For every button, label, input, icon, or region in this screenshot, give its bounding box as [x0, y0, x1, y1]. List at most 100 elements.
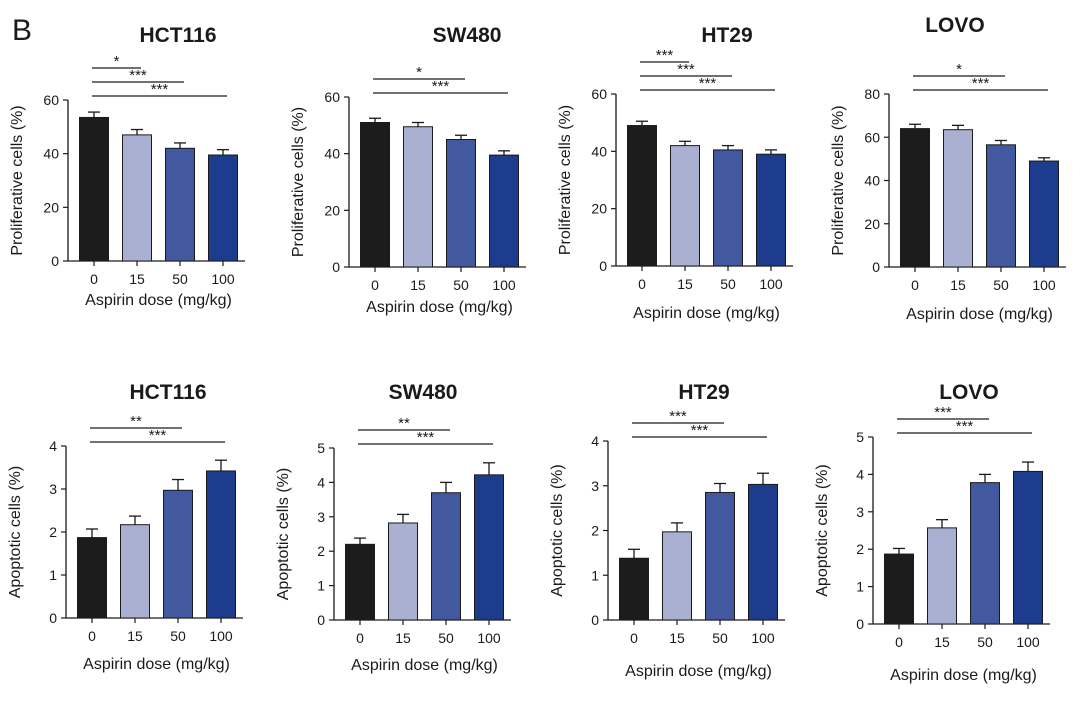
x-tick-label: 50 — [977, 634, 993, 650]
y-tick-label: 40 — [43, 146, 59, 162]
significance-label: *** — [149, 427, 167, 444]
x-tick-label: 15 — [395, 630, 411, 646]
x-axis-label: Aspirin dose (mg/kg) — [351, 657, 498, 674]
bar — [165, 147, 195, 262]
y-tick-label: 4 — [317, 474, 325, 490]
bar — [120, 524, 150, 619]
y-tick-label: 5 — [317, 440, 325, 456]
bar — [970, 482, 1000, 625]
x-tick-label: 50 — [172, 271, 188, 287]
significance-label: *** — [432, 78, 450, 95]
y-axis-label: Apoptotic cells (%) — [275, 468, 292, 601]
bar — [1029, 160, 1059, 268]
bar — [619, 557, 649, 621]
chart-1: HCT116 0 20 40 60 Proliferative cells (%) 0 15 5… — [9, 24, 245, 309]
y-tick-label: 1 — [856, 579, 864, 595]
bar — [662, 531, 692, 621]
bar — [206, 470, 236, 619]
x-tick-label: 100 — [1032, 277, 1056, 293]
chart-title: LOVO — [925, 14, 985, 37]
bar — [713, 149, 743, 267]
x-tick-label: 15 — [669, 630, 685, 646]
y-tick-label: 0 — [856, 616, 864, 632]
y-axis-label: Proliferative cells (%) — [9, 105, 26, 255]
x-tick-label: 0 — [88, 628, 96, 644]
y-tick-label: 0 — [332, 259, 340, 275]
y-tick-label: 0 — [51, 253, 59, 269]
chart-title: HCT116 — [129, 381, 206, 404]
y-tick-label: 2 — [591, 523, 599, 539]
y-axis-label: Apoptotic cells (%) — [7, 466, 24, 599]
x-axis-label: Aspirin dose (mg/kg) — [625, 663, 772, 680]
bar — [345, 543, 375, 621]
bar — [927, 527, 957, 625]
significance-label: *** — [956, 418, 974, 435]
x-tick-label: 50 — [453, 277, 469, 293]
chart-3: HT29 0 20 40 60 Proliferative cells (%) 0 15 50 1… — [557, 24, 793, 322]
x-tick-label: 0 — [630, 630, 638, 646]
y-tick-label: 60 — [591, 86, 607, 102]
y-tick-label: 20 — [591, 201, 607, 217]
y-tick-label: 3 — [856, 504, 864, 520]
x-axis-label: Aspirin dose (mg/kg) — [83, 656, 230, 673]
chart-title: SW480 — [389, 381, 458, 404]
y-tick-label: 1 — [591, 567, 599, 583]
x-axis-label: Aspirin dose (mg/kg) — [633, 305, 780, 322]
y-tick-label: 0 — [872, 259, 880, 275]
significance-label: *** — [669, 408, 687, 425]
y-tick-label: 40 — [591, 143, 607, 159]
chart-6: SW480 0 1 2 3 4 5 Apoptotic cells (%) 0 15 50 100 As… — [275, 381, 511, 674]
x-tick-label: 0 — [371, 277, 379, 293]
chart-5: HCT116 0 1 2 3 4 Apoptotic cells (%) 0 15 50 100 As… — [7, 381, 243, 673]
y-tick-label: 80 — [864, 86, 880, 102]
significance-label: *** — [699, 75, 717, 92]
y-tick-label: 3 — [317, 509, 325, 525]
x-tick-label: 15 — [410, 277, 426, 293]
y-tick-label: 20 — [43, 199, 59, 215]
panel-label: B — [12, 14, 33, 47]
x-tick-label: 100 — [492, 277, 516, 293]
x-tick-label: 100 — [1016, 634, 1040, 650]
bar — [388, 522, 418, 621]
chart-title: LOVO — [939, 381, 999, 404]
x-tick-label: 0 — [911, 277, 919, 293]
y-tick-label: 2 — [317, 543, 325, 559]
y-tick-label: 40 — [324, 146, 340, 162]
significance-label: ** — [130, 413, 142, 430]
x-axis-label: Aspirin dose (mg/kg) — [906, 306, 1053, 323]
x-axis-label: Aspirin dose (mg/kg) — [366, 299, 513, 316]
bar — [900, 128, 930, 268]
y-tick-label: 2 — [856, 541, 864, 557]
y-axis-label: Apoptotic cells (%) — [549, 464, 566, 597]
y-tick-label: 40 — [864, 173, 880, 189]
x-tick-label: 15 — [127, 628, 143, 644]
y-tick-label: 1 — [317, 578, 325, 594]
significance-label: * — [416, 64, 422, 81]
bar — [446, 139, 476, 268]
bar — [627, 125, 657, 267]
x-tick-label: 50 — [712, 630, 728, 646]
x-tick-label: 100 — [751, 630, 775, 646]
chart-8: LOVO 0 1 2 3 4 5 Apoptotic cells (%) 0 15 50 100 Asp… — [814, 381, 1050, 684]
bar — [986, 144, 1016, 268]
x-tick-label: 100 — [209, 628, 233, 644]
bar — [489, 154, 519, 268]
x-tick-label: 15 — [677, 276, 693, 292]
x-tick-label: 0 — [638, 276, 646, 292]
bar — [208, 154, 238, 262]
x-tick-label: 50 — [993, 277, 1009, 293]
significance-label: *** — [972, 75, 990, 92]
y-tick-label: 20 — [864, 216, 880, 232]
chart-title: HCT116 — [139, 24, 216, 47]
y-tick-label: 0 — [49, 610, 57, 626]
x-tick-label: 0 — [356, 630, 364, 646]
y-axis-label: Proliferative cells (%) — [290, 107, 307, 257]
significance-label: * — [114, 53, 120, 70]
y-tick-label: 2 — [49, 524, 57, 540]
bar — [77, 537, 107, 619]
y-tick-label: 0 — [591, 612, 599, 628]
significance-label: *** — [934, 404, 952, 421]
y-tick-label: 4 — [49, 438, 57, 454]
significance-label: *** — [691, 422, 709, 439]
x-tick-label: 50 — [720, 276, 736, 292]
